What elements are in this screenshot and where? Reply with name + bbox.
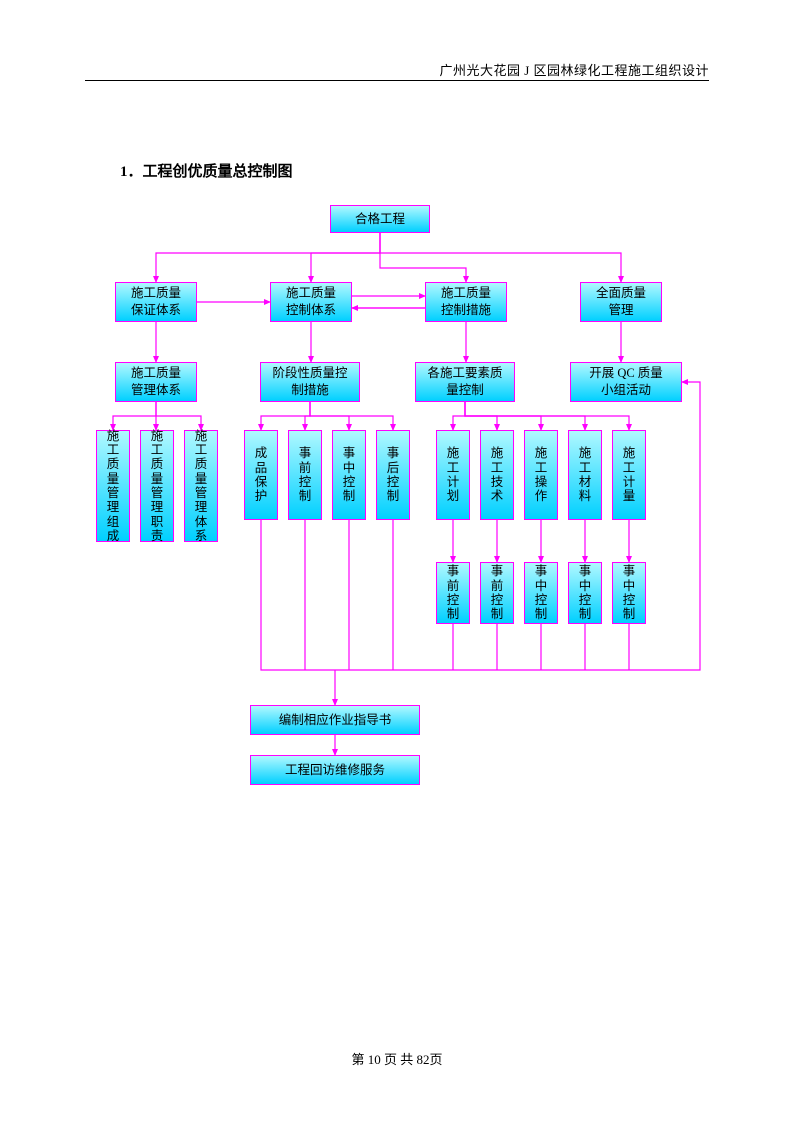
node-n_c9: 施工技术 xyxy=(480,430,514,520)
node-n_c5: 事前控制 xyxy=(288,430,322,520)
node-n_c12: 施工计量 xyxy=(612,430,646,520)
header-rule xyxy=(85,80,709,81)
node-n_a2: 施工质量控制体系 xyxy=(270,282,352,322)
node-n_b4: 开展 QC 质量小组活动 xyxy=(570,362,682,402)
node-n_c8: 施工计划 xyxy=(436,430,470,520)
node-n_a3: 施工质量控制措施 xyxy=(425,282,507,322)
node-n_c7: 事后控制 xyxy=(376,430,410,520)
node-n_c1: 施工质量管理组成 xyxy=(96,430,130,542)
node-n_d12: 事中控制 xyxy=(612,562,646,624)
page-footer: 第 10 页 共 82页 xyxy=(0,1049,794,1068)
node-n_c2: 施工质量管理职责 xyxy=(140,430,174,542)
page-header: 广州光大花园 J 区园林绿化工程施工组织设计 xyxy=(439,60,709,79)
node-n_a4: 全面质量管理 xyxy=(580,282,662,322)
node-n_b3: 各施工要素质量控制 xyxy=(415,362,515,402)
node-n_b1: 施工质量管理体系 xyxy=(115,362,197,402)
node-n_e2: 工程回访维修服务 xyxy=(250,755,420,785)
diagram-title: 1．工程创优质量总控制图 xyxy=(120,160,293,181)
node-n_a1: 施工质量保证体系 xyxy=(115,282,197,322)
node-n_d8: 事前控制 xyxy=(436,562,470,624)
node-n_c10: 施工操作 xyxy=(524,430,558,520)
page: { "doc": { "header": "广州光大花园 J 区园林绿化工程施工… xyxy=(0,0,794,1123)
node-n_c11: 施工材料 xyxy=(568,430,602,520)
node-n_top: 合格工程 xyxy=(330,205,430,233)
node-n_c6: 事中控制 xyxy=(332,430,366,520)
node-n_c4: 成品保护 xyxy=(244,430,278,520)
node-n_c3: 施工质量管理体系 xyxy=(184,430,218,542)
node-n_d11: 事中控制 xyxy=(568,562,602,624)
node-n_d9: 事前控制 xyxy=(480,562,514,624)
node-n_e1: 编制相应作业指导书 xyxy=(250,705,420,735)
node-n_d10: 事中控制 xyxy=(524,562,558,624)
node-n_b2: 阶段性质量控制措施 xyxy=(260,362,360,402)
